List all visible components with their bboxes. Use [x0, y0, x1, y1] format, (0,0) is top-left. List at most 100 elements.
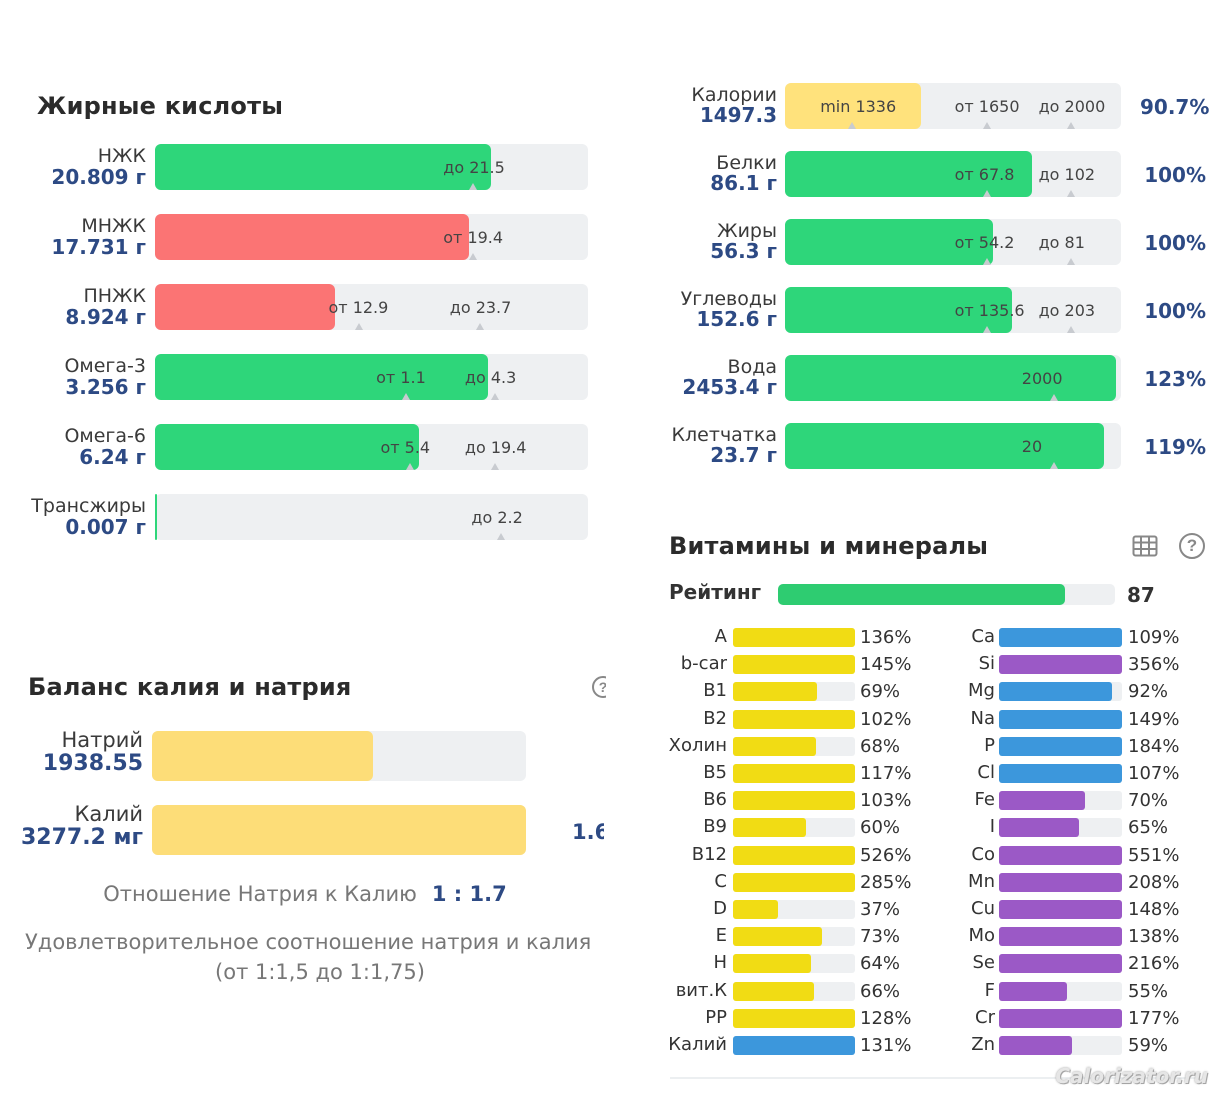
- vitamin-bar-fill: [733, 900, 779, 919]
- vitamin-bar-fill: [733, 655, 855, 675]
- vitamin-bar-fill: [733, 628, 855, 647]
- balance-help-icon[interactable]: ?: [592, 676, 606, 698]
- row-name: Омега-6: [64, 425, 146, 447]
- vitamin-percent: 131%: [860, 1035, 912, 1056]
- row-marker: до 23.7: [449, 297, 512, 317]
- macro-marker-tick: [982, 122, 991, 129]
- vitamin-bar: [999, 981, 1122, 1001]
- vitamin-name: Mn: [968, 870, 995, 892]
- macro-bar: от 135.6 до 203: [785, 287, 1121, 333]
- vitamin-bar: [733, 900, 855, 919]
- row-value: 3.256 г: [65, 375, 146, 399]
- row-name: НЖК: [97, 145, 146, 167]
- vitamin-bar: [999, 900, 1122, 919]
- vitamin-name: Калий: [668, 1034, 727, 1055]
- row-marker-tick: [497, 533, 506, 540]
- row-bar-fill: [155, 284, 335, 330]
- balance-bar-fill: [152, 805, 526, 855]
- vitamin-bar: [999, 628, 1122, 647]
- row-value: 6.24 г: [79, 445, 146, 469]
- macro-marker: до 2000: [1038, 96, 1106, 116]
- row-value: 0.007 г: [65, 515, 146, 539]
- row-bar: от 1.1 до 4.3: [155, 354, 588, 400]
- vitamin-name: A: [714, 626, 727, 647]
- vitamin-percent: 55%: [1128, 980, 1169, 1002]
- macro-value: 152.6 г: [696, 307, 777, 331]
- macro-marker: до 203: [1038, 300, 1096, 320]
- balance-name: Натрий: [61, 728, 143, 752]
- vitamin-bar-fill: [999, 791, 1086, 811]
- vitamin-bar: [999, 1036, 1122, 1055]
- vitamin-bar: [733, 628, 855, 647]
- vitamin-percent: 92%: [1128, 681, 1169, 703]
- row-marker-tick: [402, 393, 411, 400]
- vitamin-name: B5: [703, 762, 727, 783]
- macro-marker-tick: [1066, 258, 1075, 265]
- ratio-value: 1 : 1.7: [431, 882, 507, 906]
- vitamin-percent: 148%: [1128, 899, 1180, 920]
- vitamin-percent: 109%: [1128, 627, 1180, 648]
- vitamin-bar-fill: [999, 1036, 1072, 1055]
- vitamin-name: PP: [705, 1006, 727, 1028]
- row-bar: до 21.5: [155, 144, 588, 190]
- vitamin-percent: 136%: [860, 627, 912, 648]
- vitamin-percent: 117%: [860, 763, 912, 784]
- vitamin-name: B6: [703, 789, 727, 811]
- vitamin-bar-fill: [733, 954, 812, 974]
- macro-marker: от 1650: [954, 96, 1020, 116]
- vitamin-bar: [999, 709, 1122, 729]
- vitamin-percent: 59%: [1128, 1035, 1169, 1056]
- vitamin-bar: [999, 872, 1122, 892]
- vitamin-percent: 73%: [860, 926, 901, 948]
- macro-percent: 123%: [1144, 367, 1206, 391]
- vitamin-bar: [733, 709, 855, 729]
- vitamin-name: Mo: [968, 925, 995, 947]
- vitamin-name: F: [984, 979, 995, 1001]
- vitamin-bar: [999, 736, 1122, 756]
- macro-percent: 100%: [1144, 231, 1206, 255]
- row-bar: от 19.4: [155, 214, 588, 260]
- vitamin-bar-fill: [733, 1036, 855, 1055]
- vitamin-percent: 60%: [860, 817, 901, 839]
- vitamin-bar: [999, 845, 1122, 865]
- row-marker: до 4.3: [464, 367, 517, 387]
- macro-marker: до 81: [1038, 232, 1085, 252]
- vitamin-bar-fill: [999, 736, 1122, 756]
- macro-name: Калории: [691, 84, 777, 106]
- vitamin-bar-fill: [999, 628, 1122, 647]
- ratio-line: Отношение Натрия к Калию 1 : 1.7: [0, 882, 610, 906]
- macro-percent: 100%: [1144, 163, 1206, 187]
- help-icon[interactable]: ?: [1179, 533, 1205, 559]
- vitamin-bar-fill: [733, 736, 816, 756]
- macro-marker: до 102: [1038, 164, 1096, 184]
- vitamin-bar: [733, 736, 855, 756]
- vitamin-bar: [999, 791, 1122, 811]
- macro-bar: от 54.2 до 81: [785, 219, 1121, 265]
- row-value: 8.924 г: [65, 305, 146, 329]
- vitamin-bar: [999, 1008, 1122, 1028]
- vitamin-bar-fill: [999, 981, 1067, 1001]
- vitamin-name: B2: [703, 707, 727, 729]
- vitamin-name: E: [715, 925, 727, 947]
- row-bar: до 2.2: [155, 494, 588, 540]
- macro-marker-tick: [982, 326, 991, 333]
- macro-marker-tick: [848, 122, 857, 129]
- macro-percent: 90.7%: [1140, 95, 1210, 119]
- vitamin-name: Cu: [971, 898, 995, 919]
- vitamin-bar: [733, 682, 855, 702]
- macro-bar-fill: [785, 287, 1012, 333]
- row-marker: до 21.5: [443, 157, 505, 177]
- table-icon[interactable]: [1132, 533, 1158, 559]
- macro-bar-fill: [785, 355, 1116, 401]
- vitamin-bar: [733, 791, 855, 811]
- row-marker: от 19.4: [443, 227, 504, 247]
- row-value: 20.809 г: [51, 165, 146, 189]
- vitamin-bar-fill: [733, 872, 855, 892]
- vitamin-bar-fill: [999, 872, 1122, 892]
- row-bar-fill: [155, 494, 157, 540]
- row-marker: до 19.4: [464, 437, 527, 457]
- ratio-label: Отношение Натрия к Калию: [103, 882, 417, 906]
- row-marker-tick: [490, 463, 499, 470]
- row-name: Омега-3: [64, 355, 146, 377]
- row-marker-tick: [406, 463, 415, 470]
